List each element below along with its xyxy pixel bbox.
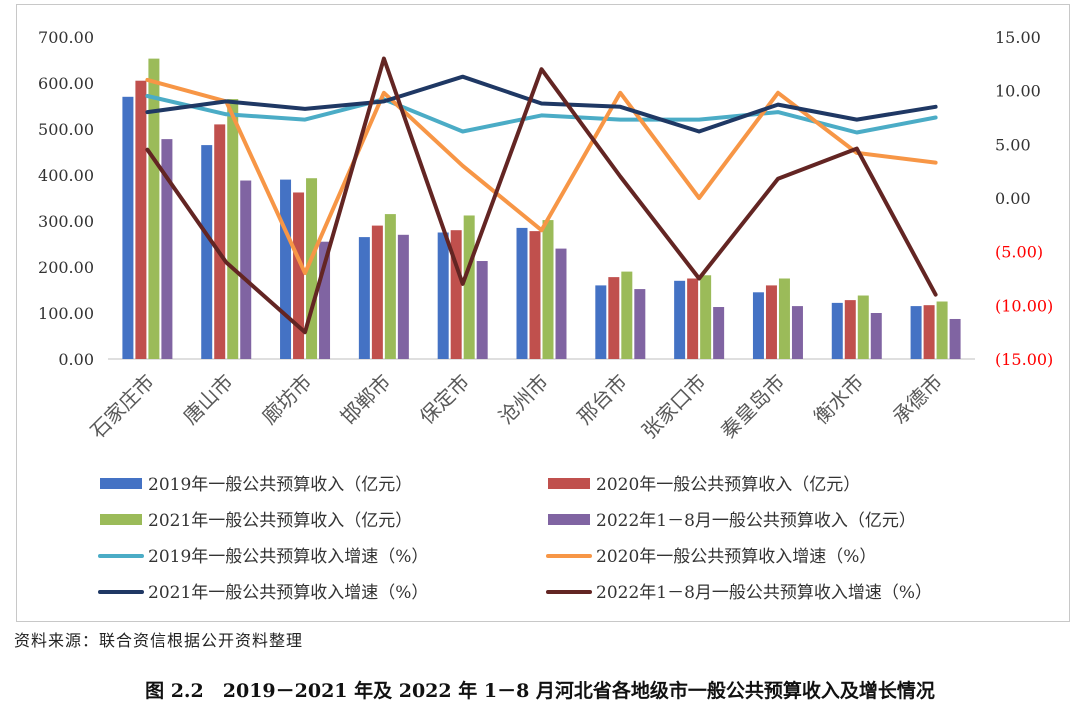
bar bbox=[910, 306, 922, 359]
bar bbox=[476, 261, 488, 359]
series-line bbox=[145, 77, 938, 276]
y-right-tick-label: (15.00) bbox=[995, 350, 1053, 369]
bar bbox=[135, 80, 147, 359]
bar bbox=[752, 292, 764, 359]
bar bbox=[870, 313, 882, 359]
x-tick-label: 石家庄市 bbox=[85, 370, 159, 444]
bar bbox=[148, 58, 160, 360]
legend-swatch bbox=[100, 478, 142, 489]
bar bbox=[595, 285, 607, 359]
legend-swatch bbox=[100, 514, 142, 525]
bar bbox=[634, 289, 646, 359]
y-left-tick-label: 600.00 bbox=[38, 74, 94, 93]
y-right-tick-label: 0.00 bbox=[995, 189, 1031, 208]
bar bbox=[621, 271, 633, 359]
y-left-tick-label: 200.00 bbox=[38, 258, 94, 277]
y-left-tick-label: 400.00 bbox=[38, 166, 94, 185]
bar bbox=[765, 285, 777, 359]
legend-label: 2019年一般公共预算收入增速（%） bbox=[148, 547, 428, 567]
y-right-tick-label: (5.00) bbox=[995, 243, 1043, 262]
x-tick-label: 张家口市 bbox=[637, 370, 711, 444]
bar bbox=[923, 305, 935, 359]
bar bbox=[555, 248, 567, 359]
bar bbox=[713, 307, 725, 359]
bar bbox=[791, 306, 803, 359]
x-tick-label: 保定市 bbox=[415, 370, 474, 429]
bar bbox=[306, 178, 318, 359]
bar bbox=[778, 278, 790, 359]
series-line bbox=[145, 74, 938, 134]
bar bbox=[201, 145, 213, 359]
series-line bbox=[145, 56, 938, 335]
bar bbox=[214, 124, 226, 360]
bar bbox=[384, 214, 396, 359]
chart-frame: 700.00 600.00 500.00 400.00 300.00 200.00 100.… bbox=[16, 4, 1070, 622]
legend-swatch bbox=[548, 478, 590, 489]
y-left-tick-label: 500.00 bbox=[38, 120, 94, 139]
bar bbox=[463, 215, 475, 359]
bar bbox=[687, 278, 699, 359]
bar bbox=[542, 220, 554, 359]
bar bbox=[240, 180, 252, 359]
bar bbox=[437, 232, 449, 359]
legend-swatch bbox=[548, 514, 590, 525]
legend-label: 2021年一般公共预算收入（亿元） bbox=[148, 511, 412, 531]
bar bbox=[529, 231, 541, 359]
bar bbox=[358, 237, 370, 359]
x-tick-label: 唐山市 bbox=[178, 370, 237, 429]
y-left-tick-label: 0.00 bbox=[58, 350, 94, 369]
bar bbox=[949, 318, 961, 359]
bar bbox=[936, 301, 948, 359]
x-tick-label: 承德市 bbox=[888, 370, 947, 429]
y-right-tick-label: 15.00 bbox=[995, 28, 1041, 47]
bar bbox=[319, 241, 331, 359]
y-left-tick-label: 100.00 bbox=[38, 304, 94, 323]
bar bbox=[450, 230, 462, 359]
series-line bbox=[145, 94, 938, 135]
bar bbox=[844, 300, 856, 359]
y-left-tick-label: 300.00 bbox=[38, 212, 94, 231]
bar bbox=[831, 302, 843, 359]
bar bbox=[122, 96, 134, 360]
bar bbox=[857, 295, 869, 359]
bar bbox=[161, 139, 173, 359]
bar bbox=[280, 179, 292, 359]
x-tick-label: 廊坊市 bbox=[257, 370, 316, 429]
x-tick-label: 邢台市 bbox=[572, 370, 631, 429]
y-right-tick-label: 5.00 bbox=[995, 135, 1031, 154]
x-tick-label: 秦皇岛市 bbox=[716, 370, 790, 444]
source-note: 资料来源：联合资信根据公开资料整理 bbox=[14, 631, 304, 650]
legend-label: 2022年1－8月一般公共预算收入增速（%） bbox=[596, 583, 932, 603]
bar bbox=[674, 280, 686, 359]
figure-caption: 图 2.2 2019－2021 年及 2022 年 1－8 月河北省各地级市一般… bbox=[145, 680, 935, 702]
x-tick-label: 邯郸市 bbox=[336, 370, 395, 429]
bar bbox=[397, 234, 409, 359]
bar bbox=[293, 192, 305, 359]
y-right-tick-label: (10.00) bbox=[995, 296, 1053, 315]
x-tick-label: 沧州市 bbox=[494, 370, 553, 429]
legend-label: 2021年一般公共预算收入增速（%） bbox=[148, 583, 428, 603]
legend-label: 2020年一般公共预算收入（亿元） bbox=[596, 475, 860, 495]
legend-label: 2019年一般公共预算收入（亿元） bbox=[148, 475, 412, 495]
bar bbox=[700, 275, 712, 359]
legend-label: 2020年一般公共预算收入增速（%） bbox=[596, 547, 876, 567]
x-tick-label: 衡水市 bbox=[809, 370, 868, 429]
y-left-tick-label: 700.00 bbox=[38, 28, 94, 47]
bar bbox=[516, 227, 528, 359]
chart: 700.00 600.00 500.00 400.00 300.00 200.00 100.… bbox=[38, 28, 1053, 603]
legend-label: 2022年1－8月一般公共预算收入（亿元） bbox=[596, 511, 916, 531]
bar bbox=[608, 277, 620, 359]
y-right-tick-label: 10.00 bbox=[995, 82, 1041, 101]
bar bbox=[371, 225, 383, 359]
bar bbox=[227, 99, 239, 359]
